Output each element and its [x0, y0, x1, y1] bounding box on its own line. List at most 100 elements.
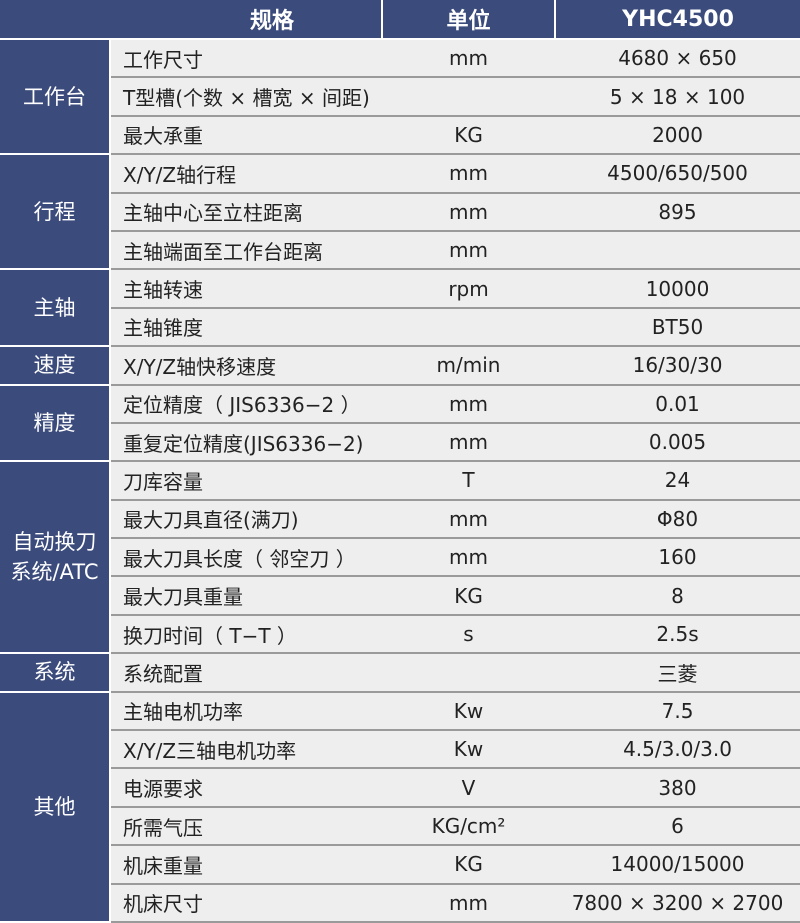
- value-cell: 7800 × 3200 × 2700: [555, 883, 800, 923]
- unit-cell: Kw: [382, 730, 556, 770]
- value-cell: BT50: [555, 307, 800, 348]
- category-cell: 行程: [0, 154, 111, 271]
- value-cell: 380: [555, 768, 800, 808]
- unit-cell: mm: [382, 883, 556, 923]
- value-cell: 160: [555, 538, 800, 578]
- unit-cell: s: [382, 614, 556, 655]
- unit-cell: mm: [382, 154, 556, 194]
- spec-name-cell: 工作尺寸: [110, 39, 383, 79]
- value-cell: [555, 230, 800, 271]
- category-cell: 工作台: [0, 39, 111, 156]
- table-row: 主轴 主轴转速 rpm 10000: [0, 269, 800, 348]
- spec-name-cell: 机床重量: [110, 845, 383, 885]
- table-row: 行程 X/Y/Z轴行程 mm 4500/650/500: [0, 154, 800, 271]
- value-cell: 8: [555, 576, 800, 616]
- spec-name-cell: X/Y/Z轴行程: [110, 154, 383, 194]
- category-cell: 主轴: [0, 269, 111, 348]
- table-row: 所需气压 KG/cm² 6: [0, 806, 800, 847]
- table-row: 其他 主轴电机功率 Kw 7.5: [0, 691, 800, 923]
- unit-cell: mm: [382, 499, 556, 540]
- table-row: 换刀时间（ T−T ） s 2.5s: [0, 614, 800, 655]
- category-cell: 精度: [0, 384, 111, 463]
- table-row: 最大承重 KG 2000: [0, 115, 800, 156]
- unit-cell: mm: [382, 422, 556, 463]
- table-row: X/Y/Z三轴电机功率 Kw 4.5/3.0/3.0: [0, 730, 800, 770]
- unit-cell: T: [382, 461, 556, 501]
- unit-cell: rpm: [382, 269, 556, 309]
- value-cell: Φ80: [555, 499, 800, 540]
- table-row: 电源要求 V 380: [0, 768, 800, 808]
- category-cell: 系统: [0, 653, 111, 693]
- table-row: 重复定位精度(JIS6336−2) mm 0.005: [0, 422, 800, 463]
- spec-name-cell: T型槽(个数 × 槽宽 × 间距): [110, 77, 383, 117]
- spec-name-cell: 刀库容量: [110, 461, 383, 501]
- spec-name-cell: 定位精度（ JIS6336−2 ）: [110, 384, 383, 424]
- table-row: 速度 X/Y/Z轴快移速度 m/min 16/30/30: [0, 346, 800, 386]
- table-row: 最大刀具重量 KG 8: [0, 576, 800, 616]
- value-cell: 24: [555, 461, 800, 501]
- value-cell: 16/30/30: [555, 346, 800, 386]
- unit-cell: Kw: [382, 691, 556, 732]
- unit-cell: [382, 307, 556, 348]
- unit-cell: KG/cm²: [382, 806, 556, 847]
- spec-name-cell: 主轴锥度: [110, 307, 383, 348]
- unit-cell: [382, 653, 556, 693]
- value-cell: 0.01: [555, 384, 800, 424]
- category-cell: 自动换刀 系统/ATC: [0, 461, 111, 655]
- table-row: 自动换刀 系统/ATC 刀库容量 T 24: [0, 461, 800, 655]
- spec-name-cell: 最大刀具长度（ 邻空刀 ）: [110, 538, 383, 578]
- spec-name-cell: 所需气压: [110, 806, 383, 847]
- spec-name-cell: 最大承重: [110, 115, 383, 156]
- table-row: 工作台 工作尺寸 mm 4680 × 650: [0, 39, 800, 156]
- spec-name-cell: 主轴电机功率: [110, 691, 383, 732]
- value-cell: 10000: [555, 269, 800, 309]
- unit-cell: KG: [382, 115, 556, 156]
- spec-name-cell: X/Y/Z轴快移速度: [110, 346, 383, 386]
- value-cell: 4680 × 650: [555, 39, 800, 79]
- table-row: 主轴中心至立柱距离 mm 895: [0, 192, 800, 232]
- spec-name-cell: X/Y/Z三轴电机功率: [110, 730, 383, 770]
- spec-name-cell: 主轴端面至工作台距离: [110, 230, 383, 271]
- unit-cell: mm: [382, 192, 556, 232]
- category-cell: 其他: [0, 691, 111, 923]
- header-spec: 规格: [0, 0, 384, 40]
- value-cell: 2.5s: [555, 614, 800, 655]
- spec-name-cell: 换刀时间（ T−T ）: [110, 614, 383, 655]
- spec-name-cell: 电源要求: [110, 768, 383, 808]
- unit-cell: KG: [382, 845, 556, 885]
- table-row: 系统 系统配置 三菱: [0, 653, 800, 693]
- table-row: T型槽(个数 × 槽宽 × 间距) 5 × 18 × 100: [0, 77, 800, 117]
- spec-name-cell: 机床尺寸: [110, 883, 383, 923]
- unit-cell: [382, 77, 556, 117]
- spec-name-cell: 主轴中心至立柱距离: [110, 192, 383, 232]
- value-cell: 6: [555, 806, 800, 847]
- unit-cell: m/min: [382, 346, 556, 386]
- unit-cell: KG: [382, 576, 556, 616]
- table-row: 机床尺寸 mm 7800 × 3200 × 2700: [0, 883, 800, 923]
- spec-name-cell: 系统配置: [110, 653, 383, 693]
- header-row: 规格 单位 YHC4500: [0, 0, 800, 40]
- header-unit: 单位: [382, 0, 557, 40]
- value-cell: 14000/15000: [555, 845, 800, 885]
- header-model: YHC4500: [555, 0, 800, 40]
- value-cell: 7.5: [555, 691, 800, 732]
- spec-name-cell: 最大刀具直径(满刀): [110, 499, 383, 540]
- table-row: 最大刀具长度（ 邻空刀 ） mm 160: [0, 538, 800, 578]
- value-cell: 5 × 18 × 100: [555, 77, 800, 117]
- unit-cell: mm: [382, 230, 556, 271]
- table-row: 机床重量 KG 14000/15000: [0, 845, 800, 885]
- value-cell: 4.5/3.0/3.0: [555, 730, 800, 770]
- value-cell: 0.005: [555, 422, 800, 463]
- value-cell: 2000: [555, 115, 800, 156]
- value-cell: 895: [555, 192, 800, 232]
- category-cell: 速度: [0, 346, 111, 386]
- spec-name-cell: 最大刀具重量: [110, 576, 383, 616]
- spec-name-cell: 重复定位精度(JIS6336−2): [110, 422, 383, 463]
- table-row: 主轴锥度 BT50: [0, 307, 800, 348]
- table-row: 精度 定位精度（ JIS6336−2 ） mm 0.01: [0, 384, 800, 463]
- value-cell: 4500/650/500: [555, 154, 800, 194]
- table-row: 最大刀具直径(满刀) mm Φ80: [0, 499, 800, 540]
- spec-name-cell: 主轴转速: [110, 269, 383, 309]
- value-cell: 三菱: [555, 653, 800, 693]
